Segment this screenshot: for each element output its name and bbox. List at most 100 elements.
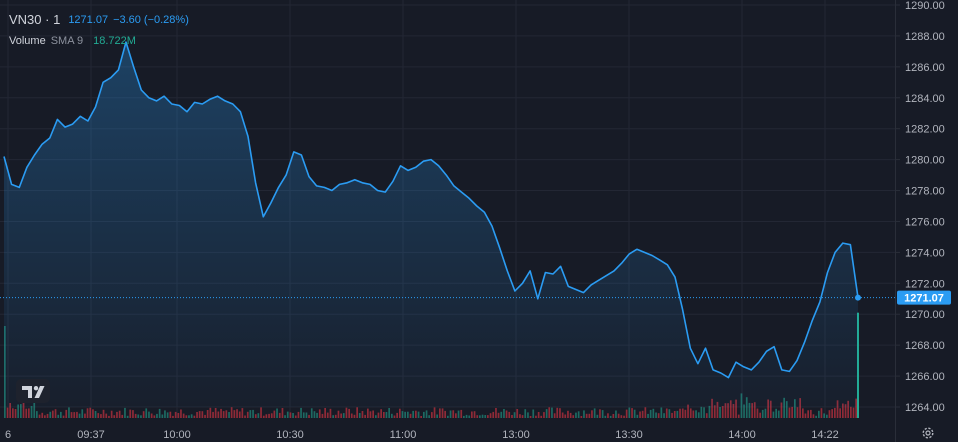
volume-bar <box>134 413 137 418</box>
volume-bar <box>436 414 438 418</box>
volume-bar <box>375 415 377 418</box>
price-area-fill <box>4 42 858 407</box>
volume-bar <box>719 407 721 418</box>
volume-bar <box>265 414 268 418</box>
volume-bar <box>193 415 196 418</box>
volume-bar <box>345 407 348 418</box>
volume-bar <box>169 411 172 418</box>
volume-bar <box>158 408 161 418</box>
volume-bar <box>353 414 356 418</box>
volume-bar <box>425 410 428 418</box>
volume-bar <box>177 413 180 418</box>
volume-bar <box>129 409 132 418</box>
volume-bar <box>815 415 817 418</box>
volume-bar <box>500 411 503 418</box>
volume-bar <box>505 410 508 418</box>
price-line <box>3 41 859 379</box>
last-price-label: 1271.07 <box>904 293 944 305</box>
volume-bar <box>775 408 777 418</box>
volume-bar <box>38 414 41 418</box>
volume-bar <box>457 410 460 418</box>
time-axis[interactable]: 6 09:37 10:00 10:30 11:00 13:00 13:30 14:00 14:2… <box>5 429 839 441</box>
volume-bar <box>716 401 719 418</box>
volume-bar <box>492 411 495 418</box>
volume-bar <box>76 411 78 418</box>
volume-bar <box>692 410 695 418</box>
volume-bar <box>142 411 145 418</box>
y-tick-label: 1280.00 <box>905 155 945 167</box>
price-axis[interactable]: 1290.00 1288.00 1286.00 1284.00 1282.00 1280.… <box>896 0 945 414</box>
volume-bar <box>391 413 393 418</box>
volume-bar <box>206 410 209 418</box>
volume-bar <box>476 415 479 418</box>
volume-bar <box>166 412 169 418</box>
volume-bar <box>401 411 404 418</box>
volume-bar <box>831 409 833 418</box>
volume-bar <box>230 407 233 418</box>
volume-bar <box>449 410 452 418</box>
y-tick-label: 1276.00 <box>905 216 945 228</box>
volume-bar <box>46 413 49 418</box>
volume-bar <box>524 409 527 418</box>
volume-bar <box>89 407 92 418</box>
volume-bar <box>519 414 521 418</box>
volume-bar <box>652 408 655 418</box>
chart-legend: VN30 · 1 1271.07 −3.60 (−0.28%) Volume S… <box>9 9 189 51</box>
volume-bar <box>25 408 28 418</box>
tradingview-logo-icon[interactable] <box>16 379 50 403</box>
volume-bar <box>407 411 409 418</box>
volume-bar <box>244 415 246 418</box>
last-price-marker <box>855 294 861 301</box>
volume-bar <box>377 412 380 418</box>
volume-bar <box>625 409 628 418</box>
volume-bar <box>17 404 19 418</box>
volume-bar <box>540 415 543 418</box>
volume-bar <box>140 415 142 418</box>
volume-bar <box>300 407 302 418</box>
volume-bar <box>697 412 700 418</box>
volume-bar <box>588 413 591 418</box>
symbol-title[interactable]: VN30 · 1 <box>9 12 61 27</box>
volume-bar <box>460 409 463 418</box>
volume-bar <box>727 403 729 418</box>
volume-legend-row[interactable]: Volume SMA 9 18.722M <box>9 30 189 51</box>
volume-bar <box>350 413 353 418</box>
y-tick-label: 1270.00 <box>905 309 945 321</box>
volume-bar <box>281 408 284 418</box>
volume-bar <box>761 409 764 418</box>
volume-bar <box>113 415 116 418</box>
volume-bar <box>182 413 185 418</box>
volume-bar <box>807 410 809 418</box>
volume-bar <box>305 412 308 418</box>
volume-bar <box>553 413 556 418</box>
volume-bar <box>609 415 612 418</box>
volume-bar <box>124 407 126 418</box>
volume-bar <box>433 407 436 418</box>
volume-bar <box>380 409 382 418</box>
y-tick-label: 1272.00 <box>905 278 945 290</box>
volume-bar <box>828 410 831 418</box>
volume-bar <box>756 408 759 418</box>
volume-bar <box>564 414 567 418</box>
volume-bar <box>551 407 553 418</box>
volume-bar <box>110 410 113 418</box>
volume-bar <box>660 407 663 418</box>
last-price-badge: 1271.07 <box>897 290 951 305</box>
volume-bar <box>14 409 17 418</box>
volume-bar <box>620 415 623 418</box>
volume-bar <box>767 399 769 418</box>
volume-bar <box>423 411 425 418</box>
volume-bar <box>681 408 684 418</box>
volume-bar <box>102 409 105 418</box>
volume-bar <box>649 409 652 418</box>
volume-bar <box>783 397 785 418</box>
price-legend-row[interactable]: VN30 · 1 1271.07 −3.60 (−0.28%) <box>9 9 189 30</box>
gear-icon[interactable] <box>921 426 935 440</box>
volume-bar <box>751 403 753 418</box>
volume-bar <box>284 415 286 418</box>
volume-bar <box>409 413 412 418</box>
volume-bar <box>695 410 697 418</box>
volume-bar <box>836 400 839 418</box>
volume-bar <box>62 415 65 418</box>
